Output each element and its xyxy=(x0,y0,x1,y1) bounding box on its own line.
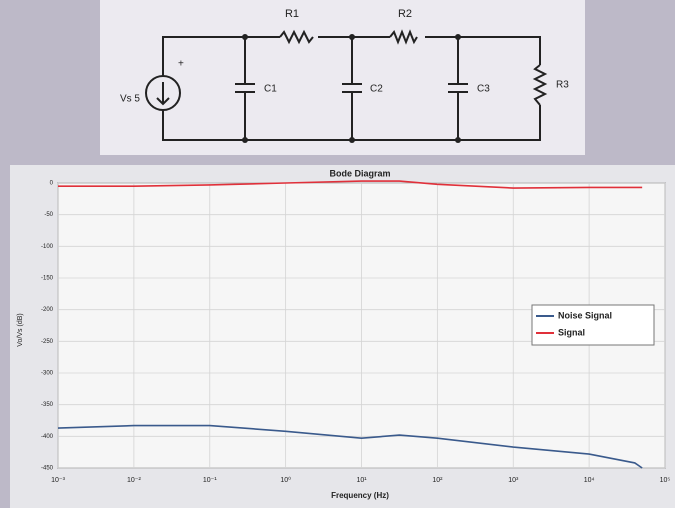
x-tick-label: 10⁻² xyxy=(127,477,141,484)
circuit: R1 R2 Vs 5 + C1 C2 C3 R3 xyxy=(100,0,585,155)
page: R1 R2 Vs 5 + C1 C2 C3 R3 Bode Diagram Fr… xyxy=(0,0,675,508)
y-tick-label: -200 xyxy=(41,307,54,313)
x-tick-label: 10⁵ xyxy=(660,477,671,484)
x-tick-label: 10¹ xyxy=(356,477,367,484)
x-axis-label: Frequency (Hz) xyxy=(331,491,389,500)
label: R1 xyxy=(285,8,299,20)
x-tick-label: 10³ xyxy=(508,477,519,484)
x-tick-label: 10⁰ xyxy=(280,476,291,484)
label: C1 xyxy=(264,84,277,95)
label: C3 xyxy=(477,84,490,95)
y-tick-label: -250 xyxy=(41,339,54,345)
x-tick-label: 10⁻³ xyxy=(51,477,65,484)
y-tick-label: -300 xyxy=(41,371,54,377)
y-tick-label: -150 xyxy=(41,276,54,282)
x-tick-label: 10⁻¹ xyxy=(203,477,217,484)
y-tick-label: -400 xyxy=(41,434,54,440)
legend-label: Noise Signal xyxy=(558,310,612,320)
y-tick-label: -450 xyxy=(41,466,54,472)
label: Vs 5 xyxy=(120,94,140,105)
chart-title: Bode Diagram xyxy=(329,168,390,178)
x-tick-label: 10⁴ xyxy=(584,477,595,484)
y-axis-label: Vo/Vs (dB) xyxy=(17,313,24,346)
label: C2 xyxy=(370,84,383,95)
y-tick-label: -100 xyxy=(41,244,54,250)
x-tick-label: 10² xyxy=(432,477,443,484)
legend-label: Signal xyxy=(558,327,585,337)
label: R2 xyxy=(398,8,412,20)
y-tick-label: -350 xyxy=(41,402,54,408)
circuit-panel xyxy=(100,0,585,155)
label: R3 xyxy=(556,80,569,91)
y-tick-label: -50 xyxy=(44,212,53,218)
label: + xyxy=(178,59,184,70)
